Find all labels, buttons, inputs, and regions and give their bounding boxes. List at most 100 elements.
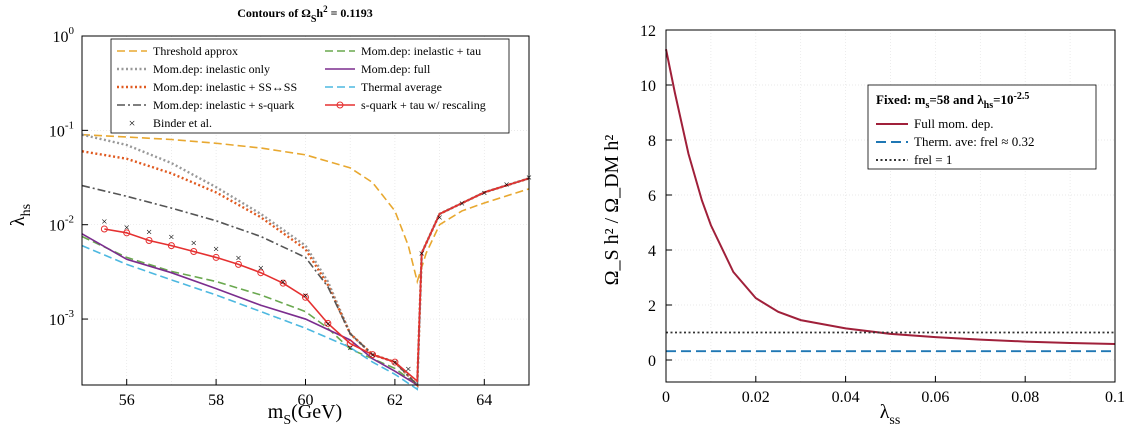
- right-series-1: [665, 49, 1116, 346]
- right-y-tick-label: 4: [648, 243, 656, 260]
- left-chart-title: Contours of ΩSh2 = 0.1193: [237, 4, 373, 25]
- right-chart: 0 0.02 0.04 0.06 0.08 0.1 0 2 4 6 8 10 12 λss Ω_S h²…: [601, 23, 1125, 428]
- left-y-tick-label: 10-3: [49, 308, 75, 329]
- left-legend: Threshold approx Mom.dep: inelastic + tau…: [117, 44, 486, 130]
- right-grid: [666, 29, 1115, 382]
- left-legend-box: [110, 38, 510, 134]
- legend-label: Mom.dep: full: [361, 62, 431, 76]
- left-legend-item: s-quark + tau w/ rescaling: [325, 98, 486, 112]
- right-plot-frame: [665, 29, 1116, 383]
- left-legend-item: Mom.dep: inelastic + tau: [325, 44, 481, 58]
- left-point-marker: [190, 247, 198, 255]
- left-series-line: [104, 177, 530, 383]
- left-point-marker: ×: [369, 350, 375, 362]
- left-point-marker: ×: [258, 263, 264, 275]
- left-point-marker: ×: [436, 212, 442, 224]
- left-point-marker: [257, 269, 265, 277]
- left-x-tick-label: 56: [119, 392, 135, 409]
- left-series-line: [81, 177, 530, 391]
- left-point-marker: [212, 253, 220, 261]
- right-series-group: [665, 49, 1116, 353]
- left-y-tick-label: 100: [53, 25, 75, 46]
- right-legend-box: [867, 84, 1097, 170]
- right-y-tick-label: 8: [648, 133, 656, 150]
- right-legend: Full mom. dep. Therm. ave: frel ≈ 0.32 fre…: [876, 116, 1034, 167]
- legend-label: s-quark + tau w/ rescaling: [361, 98, 486, 112]
- left-point-marker: [391, 358, 399, 366]
- left-y-tick-label: 10-1: [49, 119, 74, 140]
- right-y-tick-label: 12: [640, 23, 656, 40]
- left-legend-item: Mom.dep: inelastic + SS↔SS: [117, 80, 297, 94]
- right-y-tick-label: 0: [648, 353, 656, 370]
- right-x-tick-label: 0: [662, 389, 670, 406]
- left-x-tick-label: 64: [476, 392, 492, 409]
- left-point-marker: ×: [347, 342, 353, 354]
- left-series-3: [81, 133, 530, 388]
- left-series-8: [100, 177, 530, 383]
- left-legend-item: Threshold approx: [117, 44, 238, 58]
- right-x-axis-label: λss: [880, 401, 901, 428]
- right-x-tick-label: 0.1: [1105, 389, 1125, 406]
- legend-label: Threshold approx: [153, 44, 238, 58]
- left-point-marker: ×: [213, 243, 219, 255]
- right-y-axis-label: Ω_S h² / Ω_DM h²: [601, 135, 623, 286]
- legend-marker: ×: [129, 116, 136, 130]
- left-point-marker: ×: [325, 318, 331, 330]
- right-x-tick-label: 0.06: [921, 389, 949, 406]
- left-legend-item: Mom.dep: inelastic only: [117, 62, 270, 76]
- left-series-9: ×× × × ×××××××××××××××××: [101, 172, 532, 375]
- left-series-group: ×× × × ×××××××××××××××××: [81, 133, 532, 391]
- left-point-marker: ×: [459, 198, 465, 210]
- left-point-marker: [100, 225, 108, 233]
- left-point-marker: ×: [405, 363, 411, 375]
- right-legend-item: Full mom. dep.: [876, 116, 993, 131]
- left-point-marker: [167, 242, 175, 250]
- right-y-tick-label: 10: [640, 78, 656, 95]
- left-x-axis-label: mS(GeV): [268, 401, 342, 428]
- left-point-marker: ×: [419, 248, 425, 260]
- left-point-marker: ×: [504, 179, 510, 191]
- left-point-marker: ×: [235, 252, 241, 264]
- left-x-tick-label: 62: [387, 392, 403, 409]
- left-point-marker: [279, 279, 287, 287]
- legend-marker: [336, 101, 344, 109]
- left-point-marker: ×: [101, 216, 107, 228]
- left-point-marker: [123, 229, 131, 237]
- left-y-tick-label: 10-2: [49, 214, 74, 235]
- left-ticks: 56 58 60 62 64 100 10-1 10-2 10-3: [49, 25, 492, 409]
- legend-label: Mom.dep: inelastic + tau: [361, 44, 481, 58]
- right-legend-item: frel = 1: [876, 152, 952, 167]
- left-point-marker: ×: [146, 226, 152, 238]
- left-point-marker: [302, 293, 309, 301]
- left-series-6: [81, 177, 530, 391]
- right-y-tick-label: 2: [648, 298, 656, 315]
- left-point-marker: ×: [191, 237, 197, 249]
- legend-label: Mom.dep: inelastic + SS↔SS: [153, 80, 297, 94]
- left-point-marker: ×: [280, 277, 286, 289]
- left-point-marker: [145, 237, 153, 245]
- right-x-tick-label: 0.04: [832, 389, 860, 406]
- left-legend-item: Thermal average: [325, 80, 442, 94]
- left-point-marker: ×: [302, 290, 308, 302]
- legend-label: Mom.dep: inelastic only: [153, 62, 270, 76]
- left-chart: × × × × × × × × × × × × × × × × × × × × × 56 58 60 62 64 100 10-1 1…: [7, 4, 532, 428]
- left-point-marker: ×: [168, 231, 174, 243]
- left-point-marker: ×: [392, 357, 398, 369]
- right-legend-item: Therm. ave: frel ≈ 0.32: [876, 134, 1034, 149]
- left-point-marker: ×: [124, 222, 130, 234]
- left-series-1: [81, 133, 530, 285]
- legend-label: Binder et al.: [153, 116, 212, 130]
- legend-label: Thermal average: [361, 80, 442, 94]
- left-legend-item: Mom.dep: full: [325, 62, 431, 76]
- left-x-tick-label: 60: [298, 392, 314, 409]
- right-legend-title: Fixed: ms=58 and λhs=10-2.5: [876, 91, 1029, 111]
- right-y-tick-label: 6: [648, 188, 656, 205]
- right-x-tick-label: 0.08: [1011, 389, 1039, 406]
- left-point-marker: [346, 340, 354, 348]
- left-point-marker: [369, 351, 377, 359]
- right-ticks: 0 0.02 0.04 0.06 0.08 0.1 0 2 4 6 8 10 12: [640, 23, 1125, 406]
- left-point-marker: [234, 260, 242, 268]
- legend-label: Mom.dep: inelastic + s-quark: [153, 98, 294, 112]
- legend-label: frel = 1: [914, 152, 952, 167]
